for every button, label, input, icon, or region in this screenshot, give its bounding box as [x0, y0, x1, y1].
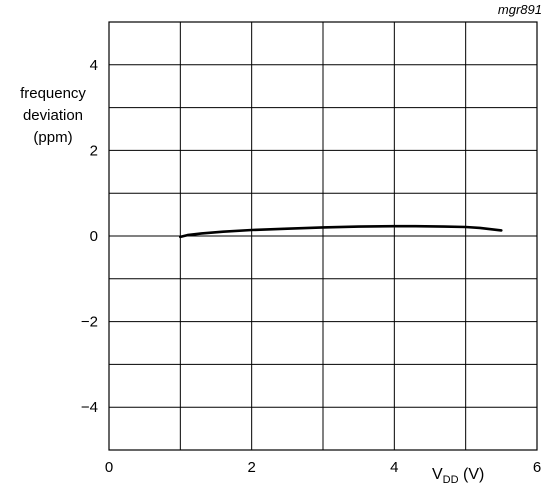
- x-axis-label-main: V: [432, 466, 443, 483]
- y-axis-label-line-2: deviation: [22, 107, 84, 124]
- x-axis-label-unit: (V): [463, 466, 485, 483]
- y-axis-label-line-1: frequency: [20, 85, 86, 102]
- figure-tag: mgr891: [497, 2, 542, 17]
- x-tick-label: 6: [533, 459, 541, 476]
- y-tick-label: 4: [90, 57, 98, 74]
- y-tick-label: 2: [90, 142, 98, 159]
- y-tick-label: −2: [81, 314, 98, 331]
- x-tick-label: 0: [105, 459, 113, 476]
- x-axis-label-subscript: DD: [442, 474, 459, 487]
- x-axis-label: VDD (V): [432, 466, 484, 486]
- y-tick-label: −4: [81, 399, 98, 416]
- y-axis-label-line-3: (ppm): [33, 129, 73, 146]
- series-line: [179, 224, 503, 239]
- x-tick-label: 4: [390, 459, 398, 476]
- x-tick-label: 2: [247, 459, 255, 476]
- plot-frame: [108, 21, 538, 451]
- y-tick-label: 0: [90, 228, 98, 245]
